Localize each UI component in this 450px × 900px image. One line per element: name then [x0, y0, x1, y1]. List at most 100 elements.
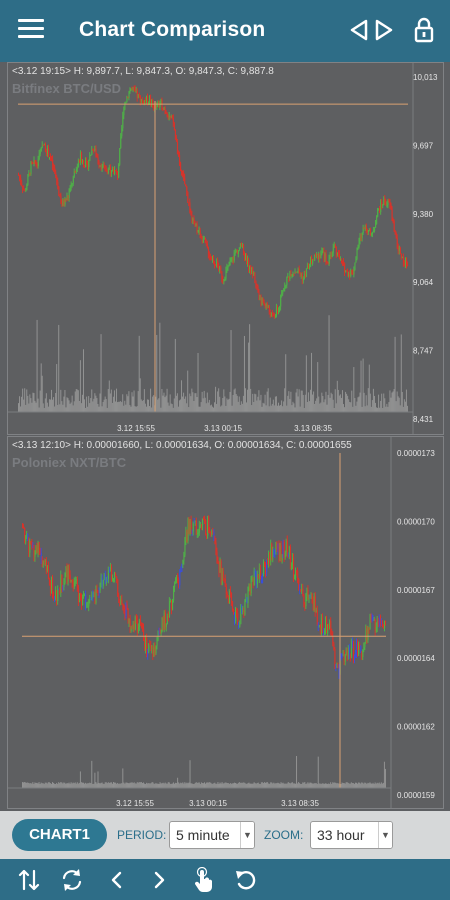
- volume-bar: [134, 783, 136, 788]
- candle-body: [91, 149, 93, 155]
- candle-body: [330, 255, 332, 258]
- volume-bar: [173, 398, 175, 412]
- zoom-select[interactable]: 33 hour ▼: [310, 821, 393, 849]
- volume-bar: [200, 402, 202, 412]
- volume-bar: [341, 782, 343, 788]
- candle-body: [379, 615, 381, 624]
- triangle-right-icon[interactable]: [374, 18, 394, 42]
- candle-body: [145, 99, 147, 102]
- candle-body: [209, 531, 211, 534]
- triangle-left-icon[interactable]: [349, 18, 369, 42]
- hamburger-menu-icon[interactable]: [18, 19, 44, 41]
- candle-body: [370, 229, 372, 236]
- candle-body: [165, 623, 167, 628]
- volume-bar: [247, 783, 249, 788]
- candlestick-chart-nxt-btc[interactable]: <3.13 12:10> H: 0.00001660, L: 0.0000163…: [8, 437, 443, 808]
- candle-body: [194, 221, 196, 224]
- candle-body: [74, 581, 76, 583]
- volume-bar: [251, 783, 253, 788]
- volume-bar: [345, 782, 347, 788]
- volume-bar: [260, 394, 262, 412]
- volume-bar: [359, 782, 361, 788]
- candle-body: [164, 108, 166, 112]
- candle-body: [62, 587, 64, 589]
- volume-bar: [287, 395, 289, 412]
- candle-body: [88, 160, 90, 168]
- volume-bar: [377, 783, 379, 788]
- candle-body: [155, 105, 157, 108]
- sync-icon[interactable]: [59, 867, 85, 893]
- volume-bar: [98, 406, 100, 412]
- chart-panel-nxt-btc[interactable]: <3.13 12:10> H: 0.00001660, L: 0.0000163…: [7, 436, 444, 809]
- volume-bar: [96, 783, 98, 788]
- candle-body: [224, 578, 226, 587]
- volume-bar: [255, 783, 257, 788]
- chart-panel-btc-usd[interactable]: <3.12 19:15> H: 9,897.7, L: 9,847.3, O: …: [7, 62, 444, 435]
- candle-body: [272, 549, 274, 558]
- candle-body: [102, 580, 104, 586]
- refresh-icon[interactable]: [233, 867, 259, 893]
- volume-bar: [129, 405, 131, 412]
- candle-body: [63, 200, 65, 205]
- chart1-button[interactable]: CHART1: [12, 819, 107, 851]
- candle-body: [303, 595, 305, 605]
- candle-body: [273, 549, 275, 557]
- volume-bar: [171, 404, 173, 412]
- chevron-right-icon[interactable]: [146, 867, 172, 893]
- candle-body: [105, 168, 107, 172]
- volume-bar: [233, 782, 235, 788]
- volume-bar: [93, 783, 95, 788]
- y-tick-label: 8,431: [413, 415, 434, 424]
- candle-body: [347, 647, 349, 657]
- volume-bar: [357, 397, 359, 412]
- volume-bar: [148, 783, 150, 788]
- volume-bar: [245, 783, 247, 788]
- volume-bar: [101, 782, 103, 788]
- volume-bar: [106, 783, 108, 788]
- volume-bar: [318, 783, 320, 788]
- candle-body: [310, 258, 312, 267]
- candle-body: [211, 530, 213, 535]
- candle-body: [179, 155, 181, 163]
- volume-bar: [110, 782, 112, 788]
- candle-body: [119, 148, 121, 165]
- candle-body: [259, 568, 261, 578]
- volume-bar: [87, 406, 89, 412]
- app-bar: Chart Comparison: [0, 0, 450, 62]
- symbol-label: Poloniex NXT/BTC: [12, 455, 127, 470]
- volume-bar: [238, 396, 240, 412]
- volume-bar: [362, 358, 364, 412]
- candle-body: [53, 166, 55, 169]
- candle-body: [69, 186, 71, 192]
- candle-body: [313, 259, 315, 261]
- volume-bar: [26, 782, 28, 788]
- candlestick-chart-btc-usd[interactable]: <3.12 19:15> H: 9,897.7, L: 9,847.3, O: …: [8, 63, 443, 434]
- volume-bar: [333, 782, 335, 788]
- volume-bar: [243, 335, 245, 412]
- candle-body: [25, 190, 27, 192]
- period-select[interactable]: 5 minute ▼: [169, 821, 255, 849]
- candle-body: [162, 109, 164, 111]
- volume-bar: [154, 783, 156, 788]
- volume-bar: [150, 388, 152, 412]
- candle-body: [337, 252, 339, 255]
- candle-body: [344, 263, 346, 273]
- chevron-left-icon[interactable]: [104, 867, 130, 893]
- candle-body: [372, 617, 374, 620]
- candle-body: [103, 165, 105, 167]
- candle-body: [185, 184, 187, 187]
- lock-icon[interactable]: [414, 17, 434, 43]
- candle-body: [237, 613, 239, 623]
- volume-bar: [118, 401, 120, 412]
- candle-body: [342, 261, 344, 263]
- candle-body: [268, 552, 270, 564]
- candle-body: [234, 612, 236, 622]
- candle-body: [70, 579, 72, 582]
- touch-hand-icon[interactable]: [190, 867, 216, 893]
- candle-body: [229, 590, 231, 604]
- volume-bar: [102, 783, 104, 788]
- candle-body: [137, 94, 139, 98]
- swap-vertical-icon[interactable]: [16, 867, 42, 893]
- candle-body: [303, 273, 305, 279]
- volume-bar: [58, 782, 60, 788]
